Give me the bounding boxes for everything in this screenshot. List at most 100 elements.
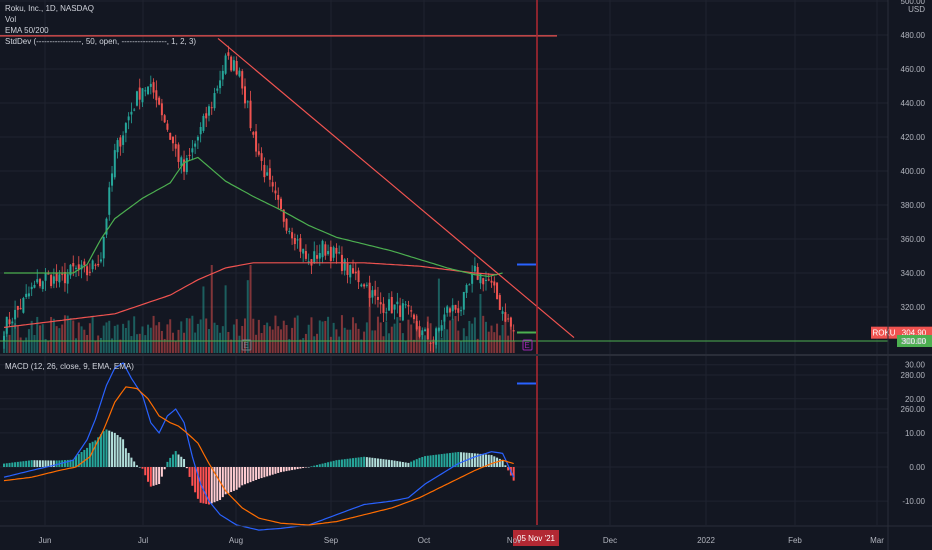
macd-hist-bar	[88, 443, 91, 467]
volume-bar	[122, 323, 125, 353]
macd-hist-bar	[210, 467, 213, 504]
macd-hist-bar	[343, 459, 346, 467]
candle-body	[479, 273, 482, 284]
volume-bar	[124, 327, 127, 353]
macd-hist-bar	[141, 467, 144, 469]
volume-bar	[490, 325, 493, 353]
volume-bar	[36, 316, 39, 353]
candle-body	[61, 273, 64, 275]
candle-body	[77, 264, 80, 270]
candle-body	[390, 296, 393, 314]
volume-bar	[238, 335, 241, 353]
volume-bar	[415, 315, 418, 353]
candle-body	[188, 154, 191, 156]
candle-body	[493, 281, 496, 286]
earnings-marker	[241, 339, 252, 351]
price-tick-label: 420.00	[901, 133, 926, 142]
volume-bar	[379, 322, 382, 353]
candle-body	[371, 290, 374, 298]
symbol-tag-label: ROKU	[872, 329, 895, 338]
volume-bar	[418, 330, 421, 353]
macd-hist-bar	[304, 467, 307, 468]
candle-body	[282, 209, 285, 222]
volume-bar	[99, 337, 102, 353]
volume-bar	[213, 322, 216, 353]
candle-body	[482, 278, 485, 285]
macd-hist-bar	[174, 451, 177, 467]
candle-body	[291, 232, 294, 239]
volume-bar	[296, 315, 299, 353]
macd-hist-bar	[205, 467, 208, 504]
volume-bar	[149, 327, 152, 353]
volume-bar	[498, 335, 501, 353]
earnings-marker	[522, 339, 533, 351]
macd-hist-bar	[224, 467, 227, 495]
volume-bar	[365, 322, 368, 353]
candle-body	[271, 182, 274, 187]
candle-body	[368, 282, 371, 298]
volume-bar	[454, 316, 457, 353]
macd-hist-bar	[47, 460, 50, 467]
macd-hist-bar	[119, 437, 122, 467]
macd-hist-bar	[25, 460, 28, 467]
volume-bar	[338, 336, 341, 353]
volume-bar	[363, 331, 366, 353]
candle-body	[72, 263, 75, 267]
macd-hist-bar	[299, 467, 302, 469]
macd-hist-bar	[16, 461, 19, 467]
candle-body	[448, 308, 451, 313]
candle-body	[490, 280, 493, 283]
volume-bar	[484, 321, 487, 353]
last-price-label: 304.90	[902, 329, 927, 338]
macd-hist-bar	[310, 466, 313, 467]
volume-bar	[493, 332, 496, 353]
macd-hist-bar	[293, 467, 296, 470]
macd-hist-bar	[385, 459, 388, 467]
candles	[3, 45, 515, 353]
volume-bar	[448, 320, 451, 353]
legend-macd: MACD (12, 26, close, 9, EMA, EMA)	[5, 362, 134, 371]
time-tick-label: Aug	[229, 536, 243, 545]
macd-hist-bar	[412, 460, 415, 467]
macd-hist-bar	[166, 461, 169, 467]
candle-body	[86, 266, 89, 276]
macd-hist-bar	[102, 431, 105, 467]
volume-bar	[138, 333, 141, 353]
macd-hist-bar	[97, 437, 100, 467]
support-price-label: 300.00	[902, 337, 927, 346]
macd-line	[3, 362, 515, 531]
price-tick-label: 320.00	[901, 303, 926, 312]
volume-bar	[437, 278, 440, 353]
macd-hist-bar	[327, 462, 330, 467]
candle-body	[415, 321, 418, 330]
macd-hist-bar	[3, 463, 5, 467]
volume-bar	[133, 316, 136, 353]
macd-hist-bar	[346, 458, 349, 467]
volume-bar	[249, 265, 252, 353]
macd-hist-bar	[52, 460, 55, 467]
macd-hist-bar	[365, 457, 368, 467]
candle-body	[58, 274, 61, 283]
macd-hist-bar	[111, 431, 114, 467]
macd-hist-bar	[332, 460, 335, 467]
macd-hist-bar	[252, 467, 255, 482]
volume-bar	[352, 317, 355, 353]
macd-hist-bar	[127, 452, 130, 467]
macd-hist-bar	[213, 467, 216, 503]
candle-body	[473, 265, 476, 272]
candle-body	[255, 131, 258, 152]
candle-body	[169, 132, 172, 140]
volume-bar	[390, 326, 393, 353]
candle-body	[19, 307, 22, 310]
candle-body	[324, 244, 327, 256]
volume-bar	[188, 318, 191, 353]
candle-body	[39, 279, 42, 287]
price-tick-label: 280.00	[901, 371, 926, 380]
candle-body	[144, 90, 147, 92]
volume-bar	[393, 323, 396, 353]
macd-hist-bar	[188, 467, 191, 477]
price-tick-label: 400.00	[901, 167, 926, 176]
candle-body	[302, 248, 305, 254]
candle-body	[105, 218, 108, 235]
